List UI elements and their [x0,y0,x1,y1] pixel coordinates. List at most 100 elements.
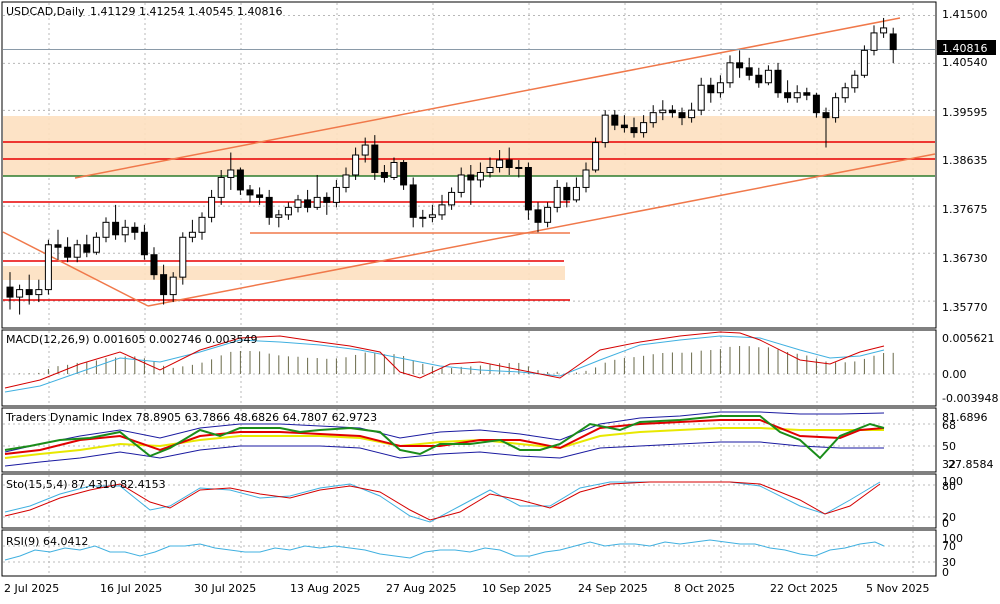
candle [25,289,33,296]
candle [208,196,216,218]
date-label-6: 10 Sep 2025 [482,582,552,595]
resistance-zone [3,116,935,176]
candle [140,231,148,256]
candle [342,174,350,188]
macd-tick-1: 0.005621 [942,332,995,345]
candle [688,109,696,119]
candle [745,67,753,76]
rsi-tick-2: 70 [942,540,956,553]
date-label-1: 2 Jul 2025 [4,582,59,595]
tdi-lower-band [4,441,884,467]
candle [352,154,360,176]
candle [544,206,552,223]
date-label-7: 24 Sep 2025 [578,582,648,595]
candle [304,199,312,208]
channel-upper [74,17,901,179]
candle [659,109,667,114]
candle [793,92,801,99]
candle [275,214,283,218]
candle [784,92,792,99]
candle [236,169,244,191]
candle [83,244,91,253]
candle [620,124,628,129]
macd-label: MACD(12,26,9) 0.001605 0.002746 0.003549 [6,333,258,346]
candle [44,244,52,291]
sto-signal-line [4,481,881,521]
candle [716,82,724,94]
candle [553,186,561,208]
candle [841,87,849,99]
candle [438,204,446,216]
tdi-tick-1: 81.6896 [942,411,988,424]
candle [284,206,292,216]
tdi-tick-3: 50 [942,440,956,453]
candle [380,171,388,178]
candle [188,231,196,238]
tdi-indicator: Traders Dynamic Index 78.8905 63.7866 48… [3,411,994,471]
price-axis: 1.41500 1.40540 1.39595 1.38635 1.37675 … [937,8,996,314]
candle [640,122,648,134]
date-label-3: 30 Jul 2025 [194,582,256,595]
candle [160,274,168,296]
candle [419,216,427,219]
candle [390,162,398,178]
candle [112,221,120,236]
candle [400,162,408,186]
price-tick-4: 1.38635 [942,154,988,167]
rsi-tick-4: 0 [942,566,949,579]
candle [121,226,129,236]
candle [601,114,609,144]
support-zone [3,266,565,280]
candle [726,62,734,84]
tdi-green-line [4,415,885,460]
macd-tick-3: -0.003948 [942,392,998,405]
rsi-tick-3: 30 [942,556,956,569]
date-label-2: 16 Jul 2025 [100,582,162,595]
tdi-upper-band [4,411,885,453]
candle [448,191,456,206]
sto-tick-2: 80 [942,480,956,493]
candle [572,186,580,201]
rsi-label: RSI(9) 64.0412 [6,535,88,548]
candle [246,189,254,196]
rsi-indicator: RSI(9) 64.0412 100 70 30 0 [3,532,963,579]
candle [6,286,14,298]
sto-tick-3: 20 [942,511,956,524]
candle [294,199,302,208]
chart-ohlc: 1.41129 1.41254 1.40545 1.40816 [90,5,282,18]
rsi-line [4,539,885,561]
candle [265,196,273,218]
candle [832,97,840,119]
macd-main-line [4,335,885,393]
date-label-8: 8 Oct 2025 [674,582,735,595]
candle [92,236,100,253]
macd-signal-line [4,331,885,389]
candle [428,214,436,218]
candle [323,196,331,203]
candle [169,276,177,296]
tdi-tick-5: 27.8584 [948,458,994,471]
candle [812,94,820,114]
rsi-panel [1,529,937,577]
candle [496,159,504,168]
macd-panel [1,329,937,407]
date-label-9: 22 Oct 2025 [770,582,838,595]
date-label-4: 13 Aug 2025 [290,582,360,595]
candle [131,226,139,233]
candle [35,289,43,296]
drawn-levels [2,17,936,307]
tdi-tick-4: 32 [942,458,956,471]
candle [649,112,657,124]
candle [707,84,715,94]
candle [457,174,465,193]
price-tick-2: 1.40540 [942,56,988,69]
candle [755,74,763,84]
candle [851,74,859,89]
candle [803,92,811,96]
candle [150,254,158,276]
current-price-label: 1.40816 [942,42,988,55]
candle [563,186,571,201]
candle [361,144,369,156]
